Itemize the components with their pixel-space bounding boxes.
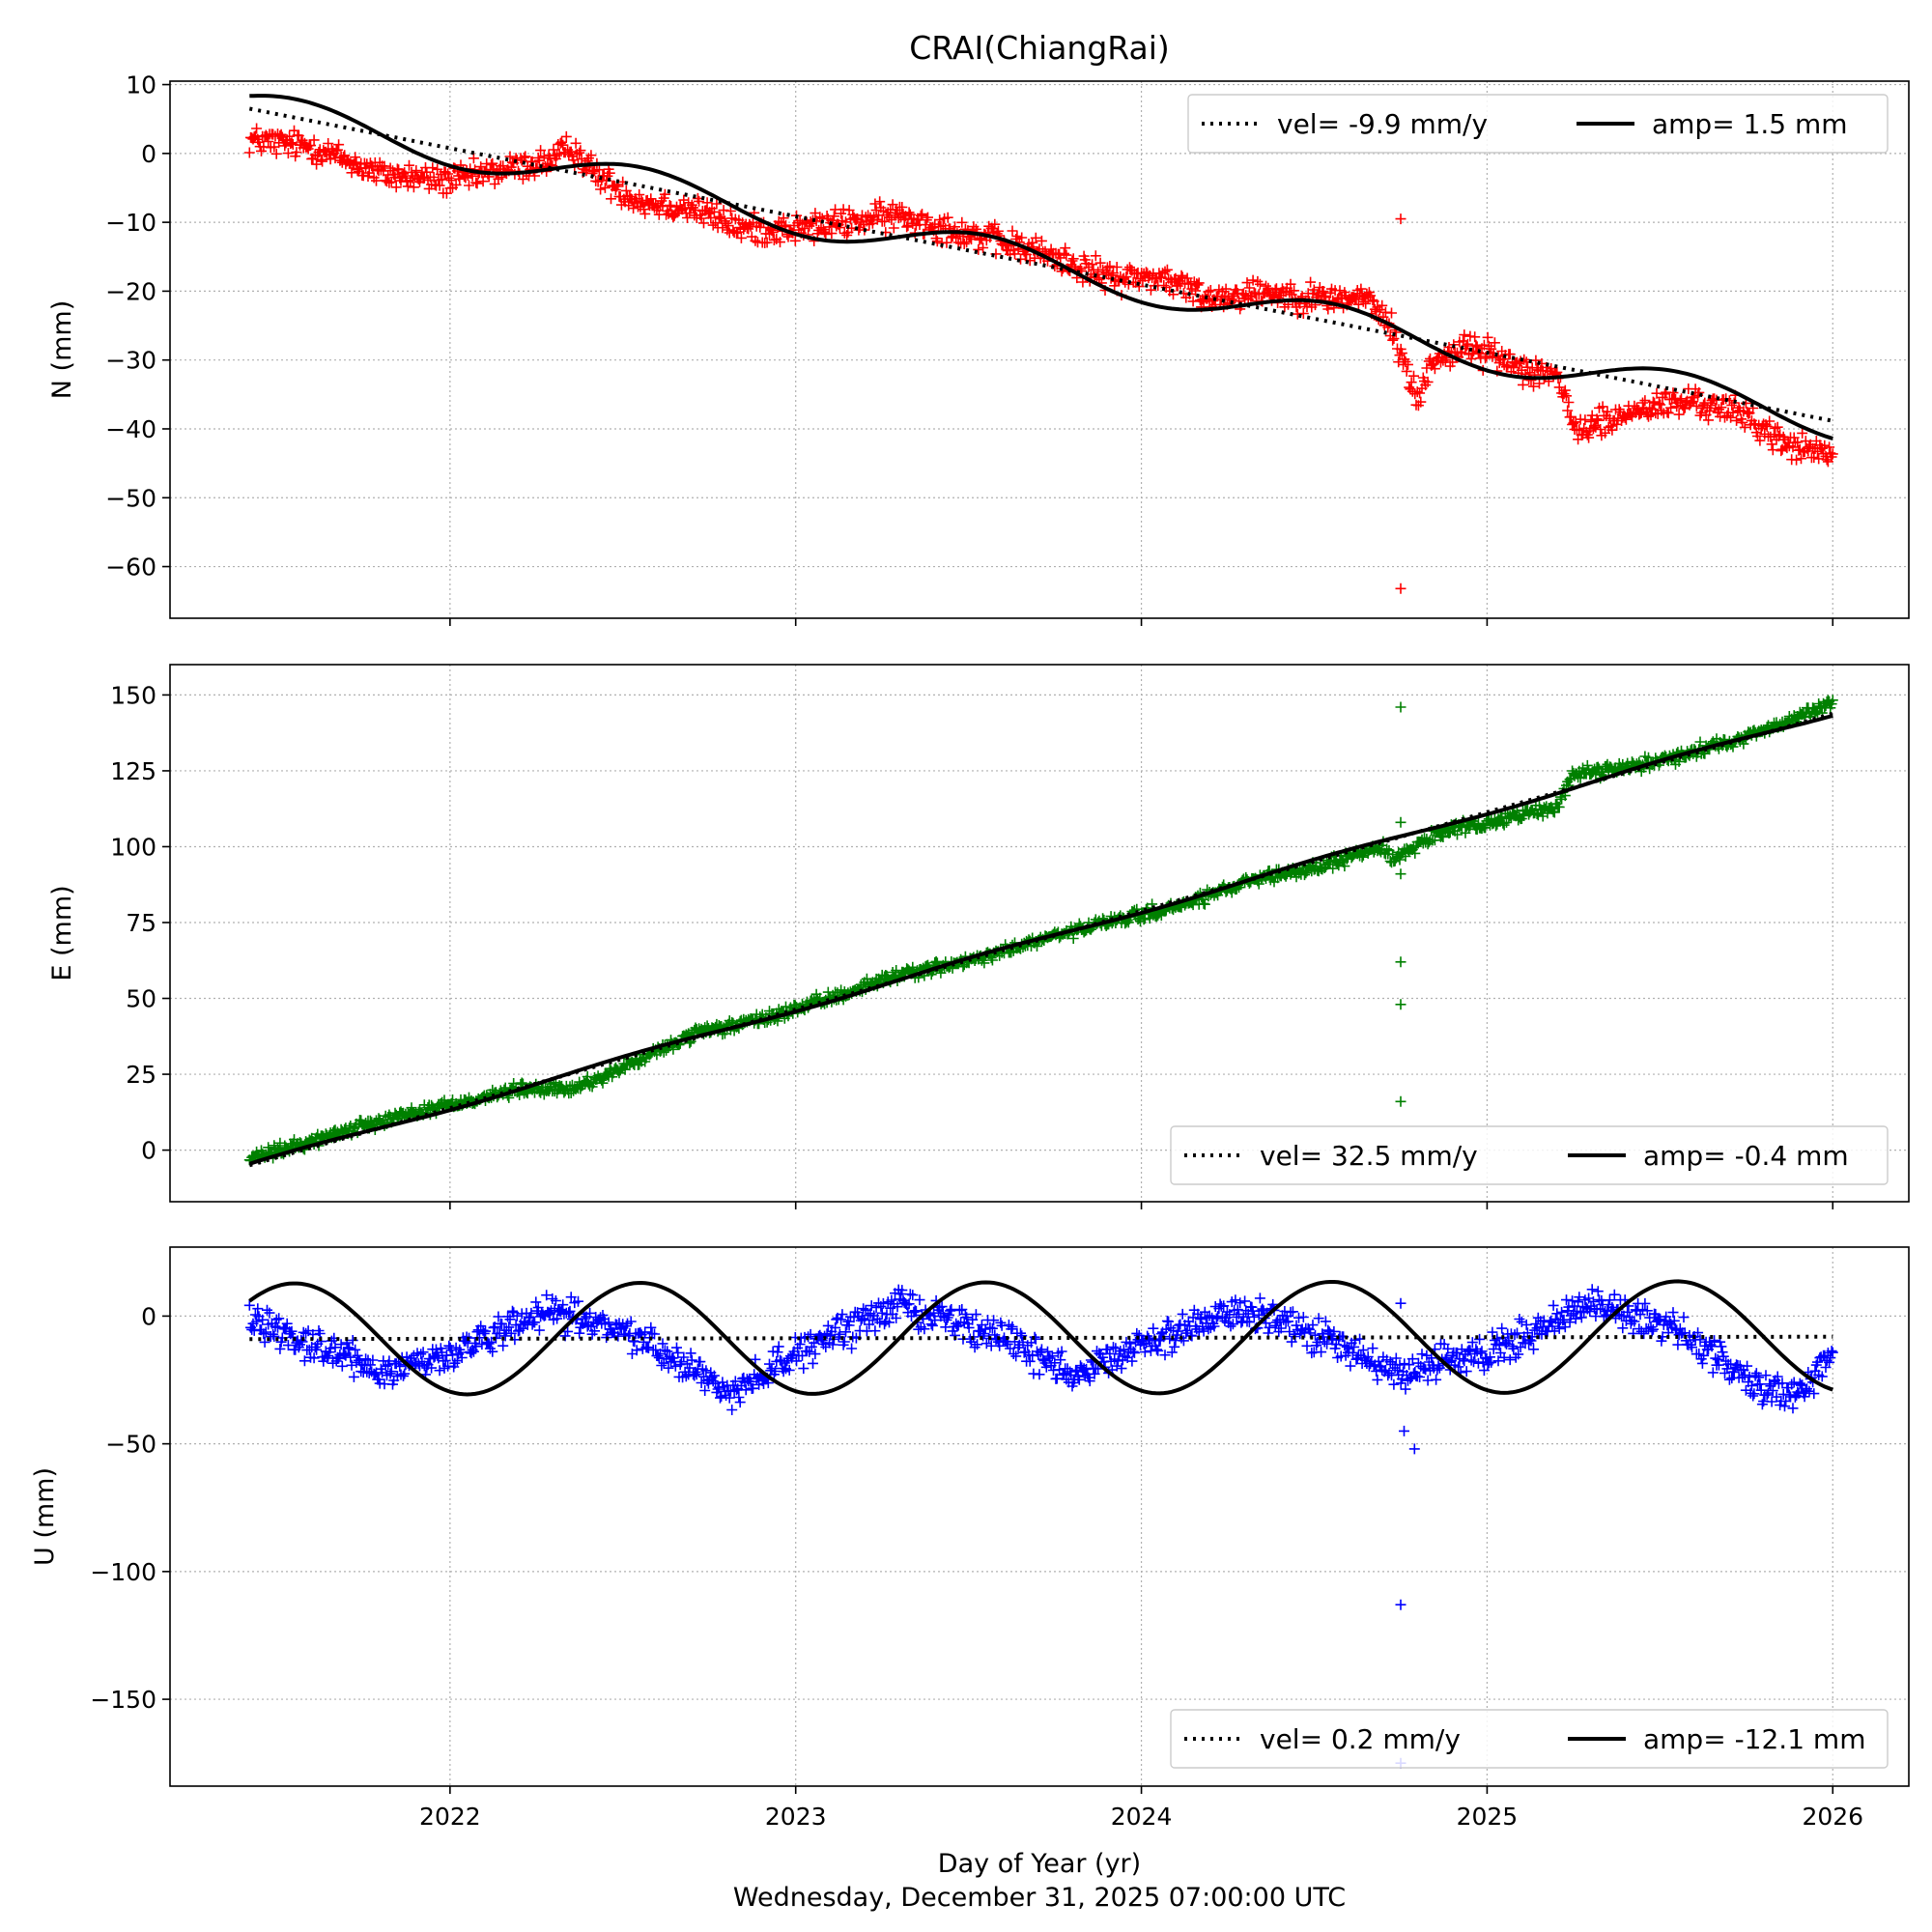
y-axis-label: U (mm) [30, 1467, 60, 1566]
data-markers [243, 1284, 1838, 1769]
y-axis-label: N (mm) [47, 300, 77, 399]
axes-frame [169, 80, 1910, 619]
seasonal-fit-line [249, 94, 1833, 440]
y-tick-label: −50 [105, 1431, 156, 1459]
legend-box [1170, 1125, 1889, 1185]
x-tick-label: 2023 [765, 1803, 827, 1831]
axes-frame [169, 1246, 1910, 1787]
y-tick-label: −100 [90, 1558, 156, 1586]
seasonal-fit-line [248, 1279, 1833, 1397]
y-tick-label: −30 [105, 347, 156, 375]
x-tick-label: 2025 [1457, 1803, 1519, 1831]
x-tick-label: 2024 [1111, 1803, 1173, 1831]
y-axis-label: E (mm) [47, 885, 77, 980]
axes-frame [169, 664, 1910, 1203]
y-tick-label: 25 [126, 1061, 156, 1089]
y-tick-label: −40 [105, 415, 156, 443]
x-tick-label: 2026 [1802, 1803, 1863, 1831]
y-tick-label: 0 [141, 1302, 156, 1330]
legend-amplitude-label: amp= -12.1 mm [1643, 1723, 1865, 1755]
legend-amplitude-label: amp= -0.4 mm [1643, 1140, 1849, 1172]
y-tick-label: 150 [110, 681, 156, 709]
velocity-trend-line [249, 1334, 1833, 1342]
legend-amplitude-label: amp= 1.5 mm [1652, 108, 1848, 140]
legend-velocity-label: vel= 32.5 mm/y [1260, 1140, 1478, 1172]
legend-box [1187, 94, 1889, 154]
seasonal-fit-line [248, 713, 1833, 1166]
chart-panel-2: 150 125 100 75 50 25 0 E (mm) vel= 32.5 mm/y amp=… [47, 664, 1910, 1209]
y-tick-label: 10 [126, 71, 156, 99]
y-tick-label: −20 [105, 277, 156, 305]
timestamp-label: Wednesday, December 31, 2025 07:00:00 UT… [733, 1883, 1346, 1913]
legend-velocity-label: vel= 0.2 mm/y [1260, 1723, 1461, 1755]
chart-panel-1: 10 0 −10 −20 −30 −40 −50 −60 N (mm) vel= -9.9 mm/… [47, 71, 1910, 626]
legend-velocity-label: vel= -9.9 mm/y [1277, 108, 1488, 140]
x-axis-label: Day of Year (yr) [938, 1849, 1141, 1879]
y-tick-label: −60 [105, 554, 156, 582]
x-tick-label: 2022 [419, 1803, 481, 1831]
figure-title: CRAI(ChiangRai) [909, 29, 1170, 67]
y-tick-label: −50 [105, 484, 156, 512]
legend-box [1170, 1709, 1889, 1769]
y-tick-label: 50 [126, 985, 156, 1013]
y-tick-label: 125 [110, 757, 156, 785]
y-tick-label: 0 [141, 140, 156, 168]
chart-panel-3: 2022 2023 2024 2025 2026 0 −50 −100 −150 U (mm) ve… [30, 1246, 1910, 1831]
y-tick-label: −150 [90, 1686, 156, 1714]
y-tick-label: −10 [105, 209, 156, 237]
y-tick-label: 0 [141, 1137, 156, 1165]
data-markers [243, 123, 1838, 594]
data-markers [243, 695, 1838, 1166]
y-tick-label: 75 [126, 909, 156, 937]
y-tick-label: 100 [110, 833, 156, 861]
